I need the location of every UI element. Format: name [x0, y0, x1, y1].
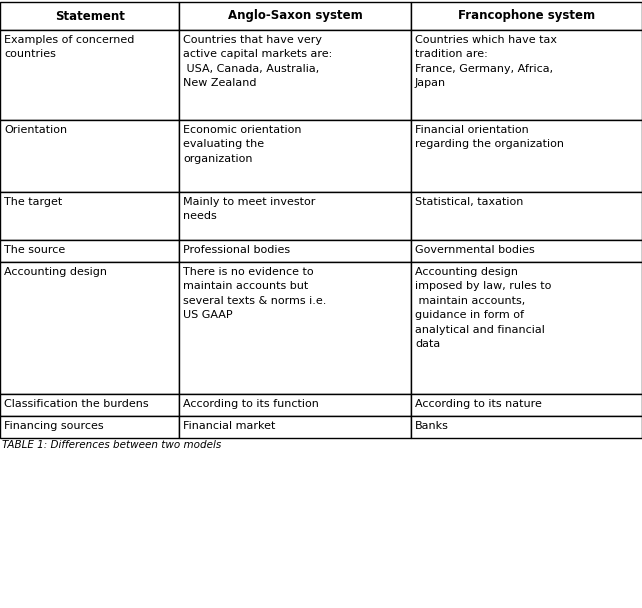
Bar	[180, 30, 411, 120]
Bar	[411, 240, 642, 262]
Bar	[0, 394, 180, 416]
Text: Examples of concerned
countries: Examples of concerned countries	[4, 35, 134, 60]
Text: Statistical, taxation: Statistical, taxation	[415, 197, 523, 207]
Bar	[0, 192, 180, 240]
Bar	[411, 262, 642, 394]
Text: Financial market: Financial market	[184, 421, 276, 431]
Text: According to its nature: According to its nature	[415, 399, 542, 409]
Bar	[180, 416, 411, 438]
Text: There is no evidence to
maintain accounts but
several texts & norms i.e.
US GAAP: There is no evidence to maintain account…	[184, 267, 327, 320]
Bar	[0, 240, 180, 262]
Text: Economic orientation
evaluating the
organization: Economic orientation evaluating the orga…	[184, 125, 302, 164]
Bar	[0, 120, 180, 192]
Bar	[180, 2, 411, 30]
Text: Professional bodies: Professional bodies	[184, 245, 291, 255]
Bar	[180, 394, 411, 416]
Text: Governmental bodies: Governmental bodies	[415, 245, 535, 255]
Text: Francophone system: Francophone system	[458, 10, 595, 22]
Bar	[411, 192, 642, 240]
Text: Classification the burdens: Classification the burdens	[4, 399, 149, 409]
Bar	[411, 416, 642, 438]
Bar	[0, 262, 180, 394]
Text: Mainly to meet investor
needs: Mainly to meet investor needs	[184, 197, 316, 221]
Bar	[411, 394, 642, 416]
Text: Accounting design: Accounting design	[4, 267, 107, 277]
Bar	[411, 120, 642, 192]
Text: Orientation: Orientation	[4, 125, 67, 135]
Text: Anglo-Saxon system: Anglo-Saxon system	[228, 10, 363, 22]
Text: Countries which have tax
tradition are:
France, Germany, Africa,
Japan: Countries which have tax tradition are: …	[415, 35, 557, 88]
Bar	[180, 240, 411, 262]
Text: Financing sources: Financing sources	[4, 421, 103, 431]
Text: The target: The target	[4, 197, 62, 207]
Text: Banks: Banks	[415, 421, 449, 431]
Text: Statement: Statement	[55, 10, 125, 22]
Text: Accounting design
imposed by law, rules to
 maintain accounts,
guidance in form : Accounting design imposed by law, rules …	[415, 267, 551, 349]
Bar	[180, 192, 411, 240]
Bar	[411, 2, 642, 30]
Text: Countries that have very
active capital markets are:
 USA, Canada, Australia,
Ne: Countries that have very active capital …	[184, 35, 333, 88]
Text: The source: The source	[4, 245, 65, 255]
Bar	[0, 30, 180, 120]
Bar	[411, 30, 642, 120]
Bar	[180, 262, 411, 394]
Text: TABLE 1: Differences between two models: TABLE 1: Differences between two models	[2, 440, 221, 450]
Bar	[0, 2, 180, 30]
Text: According to its function: According to its function	[184, 399, 319, 409]
Text: Financial orientation
regarding the organization: Financial orientation regarding the orga…	[415, 125, 564, 150]
Bar	[0, 416, 180, 438]
Bar	[180, 120, 411, 192]
